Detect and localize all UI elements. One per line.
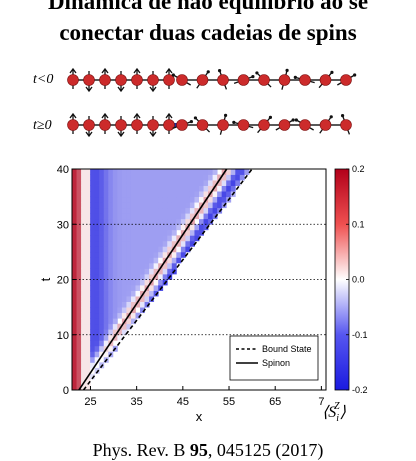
citation-suffix: , 045125 (2017): [207, 440, 324, 460]
series-line: [82, 168, 253, 391]
spin-right: [257, 115, 273, 134]
title-line-1: Dinâmica de não equilíbrio ao se: [47, 0, 369, 14]
colorbar-tick-label: 0.2: [352, 164, 365, 174]
spin-right: [172, 119, 193, 131]
spin-right: [196, 70, 210, 89]
citation: Phys. Rev. B 95, 045125 (2017): [0, 440, 416, 461]
spin-left: [147, 116, 159, 138]
spin-left: [131, 112, 143, 134]
legend-label: Bound State: [262, 344, 312, 354]
spin-left: [83, 71, 95, 93]
spin-left: [163, 112, 175, 134]
spin-left: [163, 67, 175, 89]
spin-left: [67, 67, 79, 89]
chain-row-before: [67, 67, 357, 93]
spin-right: [278, 68, 291, 90]
spin-right: [233, 74, 255, 86]
chain-label-after: t≥0: [33, 118, 52, 133]
x-tick-label: 55: [223, 396, 235, 408]
x-tick-label: 65: [269, 396, 281, 408]
title-line-2: conectar duas cadeias de spins: [59, 20, 357, 45]
spin-right: [171, 73, 191, 86]
spin-right: [275, 118, 295, 131]
x-tick-label: 25: [84, 396, 96, 408]
heatmap-cells: [72, 169, 250, 391]
spin-right: [340, 114, 352, 135]
spin-right: [232, 119, 254, 131]
axes: 0 10 20 30 40 25 35 45 55 65 7 x t: [38, 164, 327, 424]
spin-right: [255, 71, 272, 88]
spin-right: [319, 115, 333, 134]
trajectory-lines: [78, 168, 253, 391]
spin-right: [217, 69, 229, 90]
legend-box: [229, 335, 319, 381]
chain-row-after: [67, 112, 352, 138]
chain-label-before: t<0: [33, 72, 54, 87]
y-axis-label: t: [38, 277, 53, 281]
spin-left: [83, 116, 95, 138]
spin-right: [337, 73, 357, 86]
colorbar-tick-label: -0.1: [352, 330, 368, 340]
spin-left: [99, 112, 111, 134]
spin-right: [217, 113, 229, 135]
x-tick-label: 7: [318, 396, 324, 408]
x-tick-label: 35: [131, 396, 143, 408]
spin-left: [115, 71, 127, 93]
spin-chain-diagram: [67, 67, 357, 138]
legend-label: Spinon: [262, 358, 290, 368]
y-tick-label: 0: [63, 385, 69, 397]
y-tick-label: 30: [57, 219, 69, 231]
spin-left: [99, 67, 111, 89]
citation-prefix: Phys. Rev. B: [92, 440, 190, 460]
x-tick-label: 45: [177, 396, 189, 408]
y-tick-label: 40: [57, 164, 69, 176]
figure-title: Dinâmica de não equilíbrio ao se conecta…: [0, 0, 416, 48]
colorbar-label: ⟨SiZ⟩: [322, 401, 347, 424]
y-tick-label: 20: [57, 275, 69, 287]
colorbar: 0.2 0.1 0.0 -0.1 -0.2 ⟨SiZ⟩: [322, 164, 368, 424]
colorbar-tick-label: 0.0: [352, 275, 365, 285]
heatmap-plot: 0 10 20 30 40 25 35 45 55 65 7 x t Bound State Spinon…: [38, 164, 368, 424]
legend: Bound State Spinon: [229, 335, 319, 381]
colorbar-tick-label: -0.2: [352, 385, 368, 395]
spin-right: [318, 70, 334, 89]
y-tick-label: 10: [57, 330, 69, 342]
spin-left: [115, 116, 127, 138]
colorbar-tick-label: 0.1: [352, 219, 365, 229]
spin-left: [147, 71, 159, 93]
spin-left: [67, 112, 79, 134]
series-line: [78, 168, 228, 391]
spin-right: [193, 116, 211, 133]
spin-right: [294, 118, 314, 131]
spin-right: [293, 74, 315, 86]
x-axis-label: x: [196, 409, 203, 424]
citation-volume: 95: [189, 440, 208, 460]
spin-left: [131, 67, 143, 89]
